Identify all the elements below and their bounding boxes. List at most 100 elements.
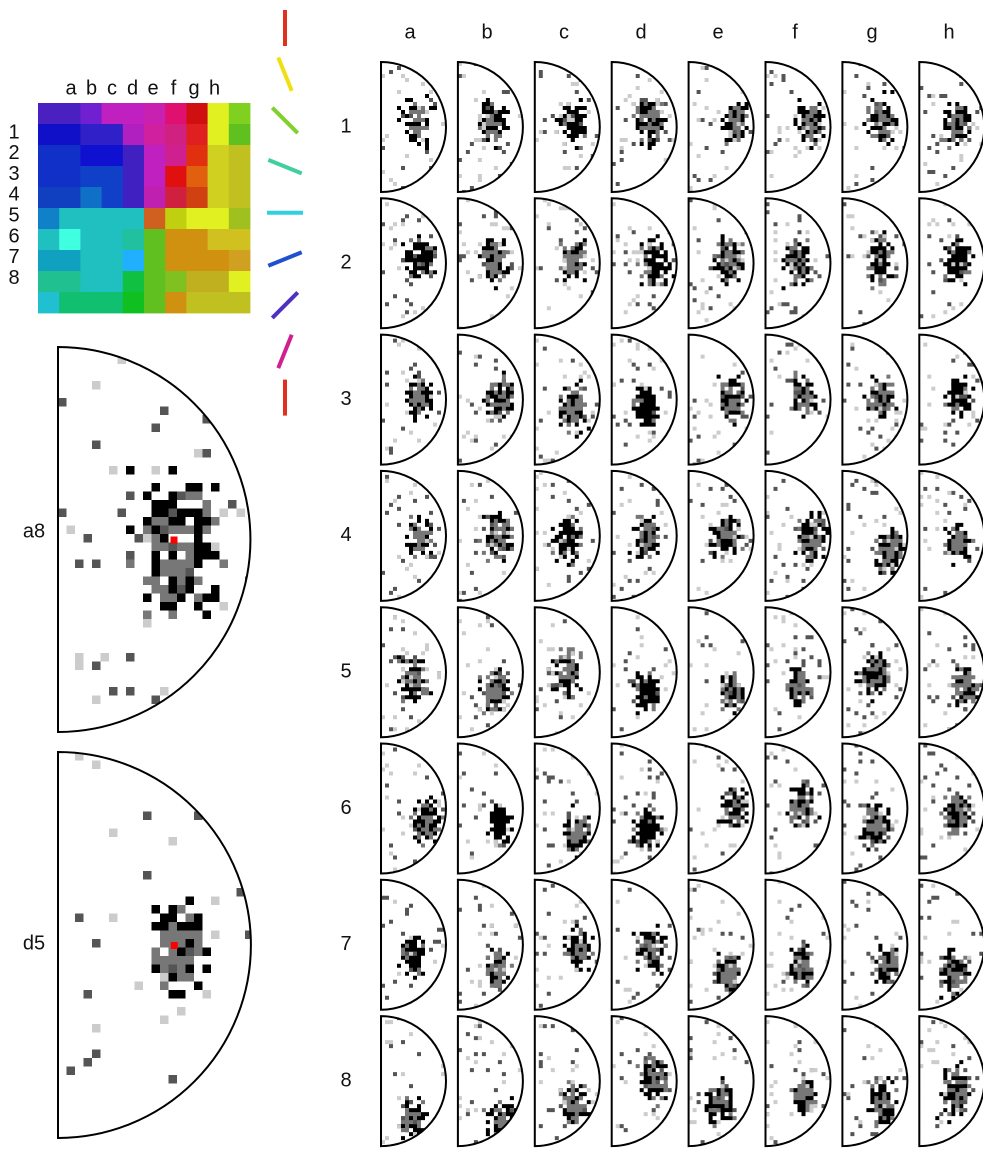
map-cell	[229, 103, 251, 124]
map-cell	[144, 271, 166, 292]
rf-pixels	[458, 1020, 522, 1144]
map-cell	[144, 208, 166, 229]
orientation-bar	[272, 292, 297, 317]
map-column-label: b	[86, 77, 97, 99]
semicircle-outline	[919, 607, 983, 737]
receptive-field	[842, 880, 906, 1008]
receptive-field	[458, 198, 526, 330]
grid-column-label: d	[635, 21, 646, 43]
receptive-field	[689, 66, 757, 194]
receptive-field	[612, 198, 676, 322]
map-cell	[38, 145, 60, 166]
receptive-field	[766, 479, 830, 599]
grid-column-label: c	[559, 21, 569, 43]
map-cell	[38, 208, 60, 229]
map-cell	[80, 292, 102, 313]
map-cell	[123, 124, 145, 145]
receptive-field	[842, 1016, 910, 1148]
receptive-field	[919, 343, 983, 463]
rf-pixels	[689, 880, 753, 1004]
map-cell	[229, 292, 251, 313]
map-cell	[102, 103, 124, 124]
receptive-field	[381, 62, 445, 190]
receptive-field	[766, 880, 830, 1008]
map-cell	[38, 124, 60, 145]
semicircle-outline	[612, 607, 677, 737]
receptive-field	[842, 198, 910, 326]
semicircle-outline	[689, 62, 754, 192]
map-cell	[102, 187, 124, 208]
receptive-field	[766, 744, 830, 876]
map-cell	[123, 145, 145, 166]
receptive-field	[612, 62, 676, 194]
semicircle-outline	[612, 62, 677, 192]
receptive-field	[381, 202, 445, 322]
map-cell	[102, 250, 124, 271]
receptive-field	[458, 744, 522, 876]
rf-pixels	[766, 880, 830, 1008]
receptive-field	[535, 66, 603, 182]
grid-column-label: g	[866, 21, 877, 43]
rf-pixels	[458, 744, 522, 876]
map-column-label: e	[147, 77, 158, 99]
map-column-label: c	[107, 77, 117, 99]
grid-column-label: b	[481, 21, 492, 43]
map-cell	[80, 250, 102, 271]
map-cell	[80, 229, 102, 250]
rf-pixels	[842, 471, 906, 603]
map-row-label: 6	[8, 225, 19, 247]
map-column-label: a	[65, 77, 77, 99]
map-cell	[165, 166, 187, 187]
receptive-field	[458, 880, 522, 1008]
map-cell	[208, 145, 230, 166]
map-cell	[144, 250, 166, 271]
map-cell	[165, 250, 187, 271]
semicircle-outline	[535, 62, 600, 192]
map-row-label: 1	[8, 121, 19, 143]
receptive-field	[535, 339, 599, 467]
receptive-field	[919, 198, 983, 330]
semicircle-outline	[458, 62, 523, 192]
receptive-field	[842, 343, 910, 463]
receptive-field	[842, 744, 910, 872]
map-cell	[38, 229, 60, 250]
semicircle-outline	[689, 880, 754, 1010]
map-cell	[186, 103, 208, 124]
map-cell	[59, 229, 81, 250]
grid-row-label: 8	[340, 1069, 351, 1091]
map-row-label: 3	[8, 163, 19, 185]
receptive-field	[919, 471, 983, 603]
receptive-field	[766, 70, 834, 194]
receptive-field	[689, 744, 753, 872]
rf-pixels	[486, 804, 514, 844]
map-cell	[208, 271, 230, 292]
receptive-field	[381, 471, 445, 599]
rf-pixels	[539, 198, 599, 294]
map-cell	[186, 145, 208, 166]
semicircle-outline	[842, 880, 907, 1010]
receptive-field	[381, 1016, 449, 1144]
map-cell	[123, 208, 145, 229]
grid-column-label: e	[712, 21, 723, 43]
receptive-field	[766, 611, 830, 735]
rf-center	[171, 537, 178, 544]
map-cell	[208, 187, 230, 208]
orientation-bar	[268, 160, 301, 173]
map-cell	[80, 166, 102, 187]
map-cell	[123, 187, 145, 208]
semicircle-outline	[458, 880, 523, 1010]
map-cell	[102, 124, 124, 145]
orientation-bar	[272, 108, 297, 133]
receptive-field	[689, 1016, 753, 1144]
map-cell	[229, 145, 251, 166]
map-cell	[165, 124, 187, 145]
receptive-field	[919, 1020, 983, 1148]
rf-center	[171, 942, 178, 949]
receptive-field	[458, 62, 522, 194]
receptive-field	[458, 607, 522, 731]
receptive-field	[535, 471, 595, 603]
map-cell	[144, 166, 166, 187]
semicircle-outline	[58, 752, 251, 1138]
map-cell	[144, 229, 166, 250]
map-cell	[102, 208, 124, 229]
